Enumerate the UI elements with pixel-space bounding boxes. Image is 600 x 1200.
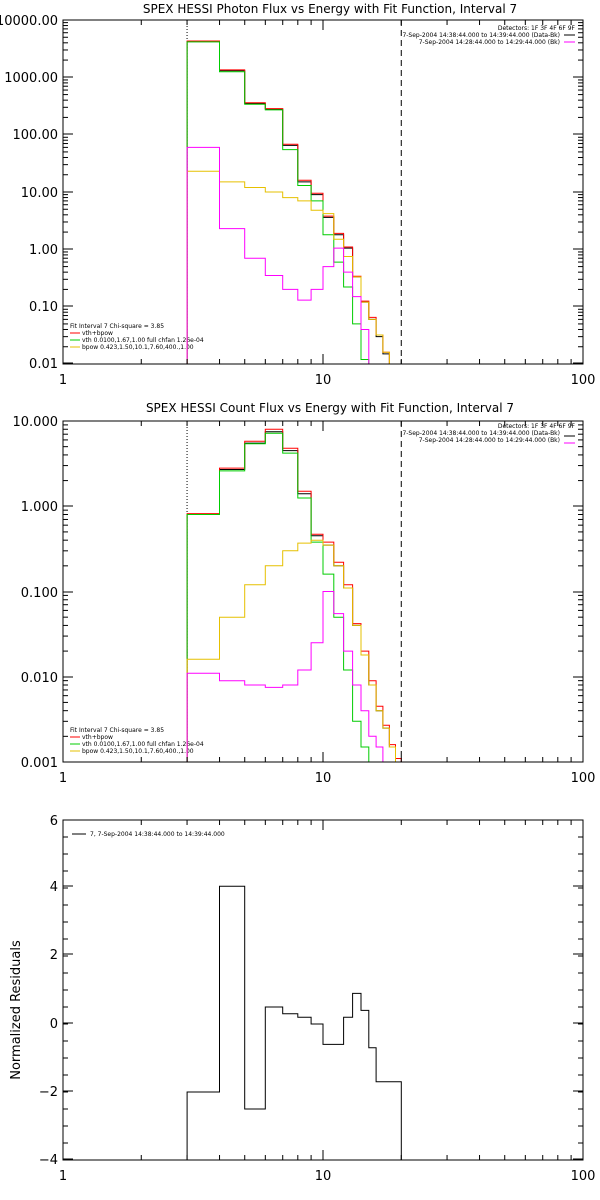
x-tick-label: 10 [315, 771, 332, 786]
series-vth-line [186, 432, 370, 762]
y-tick-label: 10.000 [13, 415, 59, 430]
y-tick-label: 1.00 [29, 243, 58, 258]
residuals-panel: Normalized Residuals 7, 7-Sep-2004 14:38… [9, 814, 595, 1184]
x-tick-label: 100 [571, 1169, 596, 1184]
x-tick-label: 10 [315, 1169, 332, 1184]
x-tick-label: 1 [59, 771, 67, 786]
y-tick-label: 0 [50, 1017, 58, 1032]
series-bk-line [186, 146, 377, 364]
x-tick-label: 100 [571, 373, 596, 388]
y-tick-label: −2 [39, 1085, 58, 1100]
y-tick-label: 10.00 [21, 186, 58, 201]
y-tick-label: −4 [39, 1153, 58, 1168]
photon-total-label: vth+bpow [82, 330, 113, 337]
y-tick-label: 10000.00 [0, 14, 58, 29]
series-data-line [186, 885, 402, 1160]
photon-vth-label: vth 0.0100,1.67,1.00 full chfan 1.26e-04 [82, 337, 204, 344]
count-flux-title: SPEX HESSI Count Flux vs Energy with Fit… [146, 401, 514, 415]
y-tick-label: 0.010 [21, 671, 58, 686]
photon-flux-title: SPEX HESSI Photon Flux vs Energy with Fi… [143, 2, 517, 16]
photon-flux-panel: SPEX HESSI Photon Flux vs Energy with Fi… [0, 2, 596, 388]
y-tick-label: 100.00 [13, 128, 59, 143]
y-tick-label: 0.001 [21, 756, 58, 771]
y-tick-label: 1000.00 [4, 71, 58, 86]
count-fit-label: Fit Interval 7 Chi-square = 3.85 [70, 727, 164, 734]
y-tick-label: 0.01 [29, 357, 58, 372]
y-tick-label: 0.100 [21, 586, 58, 601]
count-legend-data: 7-Sep-2004 14:38:44.000 to 14:39:44.000 … [402, 430, 560, 437]
residuals-ylabel: Normalized Residuals [9, 940, 24, 1080]
count-legend-bk: 7-Sep-2004 14:28:44.000 to 14:29:44.000 … [419, 437, 560, 444]
count-total-label: vth+bpow [82, 734, 113, 741]
y-tick-label: 4 [50, 880, 58, 895]
photon-detectors-label: Detectors: 1F 3F 4F 6F 9F [498, 25, 576, 32]
photon-bpow-label: bpow 0.423,1.50,10.1,7.60,400.,1.00 [82, 344, 194, 351]
x-tick-label: 1 [59, 1169, 67, 1184]
photon-legend-data: 7-Sep-2004 14:38:44.000 to 14:39:44.000 … [402, 32, 560, 39]
count-vth-label: vth 0.0100,1.67,1.00 full chfan 1.26e-04 [82, 741, 204, 748]
residuals-legend: 7, 7-Sep-2004 14:38:44.000 to 14:39:44.0… [90, 831, 225, 838]
count-bpow-label: bpow 0.423,1.50,10.1,7.60,400.,1.00 [82, 748, 194, 755]
y-tick-label: 1.000 [21, 500, 58, 515]
y-tick-label: 6 [50, 814, 58, 829]
photon-fit-label: Fit Interval 7 Chi-square = 3.85 [70, 323, 164, 330]
y-tick-label: 2 [50, 948, 58, 963]
series-bk-line [186, 591, 390, 762]
x-tick-label: 100 [571, 771, 596, 786]
y-tick-label: 0.10 [29, 300, 58, 315]
series-bpow-line [186, 539, 402, 762]
photon-legend-bk: 7-Sep-2004 14:28:44.000 to 14:29:44.000 … [419, 39, 560, 46]
count-detectors-label: Detectors: 1F 3F 4F 6F 9F [498, 423, 576, 430]
count-flux-panel: SPEX HESSI Count Flux vs Energy with Fit… [13, 401, 596, 786]
x-tick-label: 1 [59, 373, 67, 388]
x-tick-label: 10 [315, 373, 332, 388]
